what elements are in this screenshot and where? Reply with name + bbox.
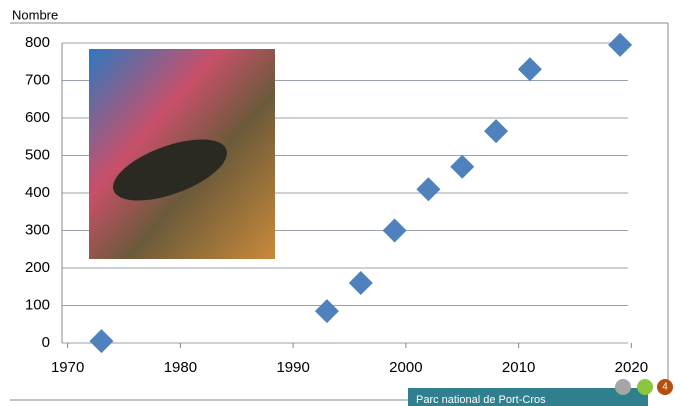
y-tick-label: 300 xyxy=(25,221,50,238)
point xyxy=(348,271,373,295)
x-tick-label: 2020 xyxy=(615,359,648,376)
y-tick-label: 400 xyxy=(25,184,50,201)
y-tick-label: 800 xyxy=(25,34,50,51)
x-tick-label: 1980 xyxy=(164,359,197,376)
point xyxy=(416,177,441,202)
page-number: 4 xyxy=(662,382,668,393)
point xyxy=(314,299,339,324)
footer-dot xyxy=(615,379,631,395)
y-tick-label: 200 xyxy=(25,259,50,276)
footer-label: Parc national de Port-Cros xyxy=(416,394,546,406)
y-tick-label: 500 xyxy=(25,146,50,163)
y-axis-label: Nombre xyxy=(12,7,58,22)
point xyxy=(517,57,542,82)
point xyxy=(608,32,633,57)
point xyxy=(382,218,407,243)
point xyxy=(89,329,114,354)
point xyxy=(450,154,475,179)
x-tick-label: 2000 xyxy=(389,359,422,376)
y-tick-label: 700 xyxy=(25,71,50,88)
point xyxy=(484,119,509,144)
y-tick-label: 0 xyxy=(42,334,50,351)
y-tick-label: 600 xyxy=(25,109,50,126)
footer-bar xyxy=(408,388,648,406)
y-tick-label: 100 xyxy=(25,296,50,313)
footer-dot xyxy=(637,379,653,395)
x-tick-label: 2010 xyxy=(502,359,535,376)
photo-fish xyxy=(113,139,227,201)
x-tick-label: 1970 xyxy=(51,359,84,376)
footer-dot xyxy=(657,379,673,395)
x-tick-label: 1990 xyxy=(276,359,309,376)
